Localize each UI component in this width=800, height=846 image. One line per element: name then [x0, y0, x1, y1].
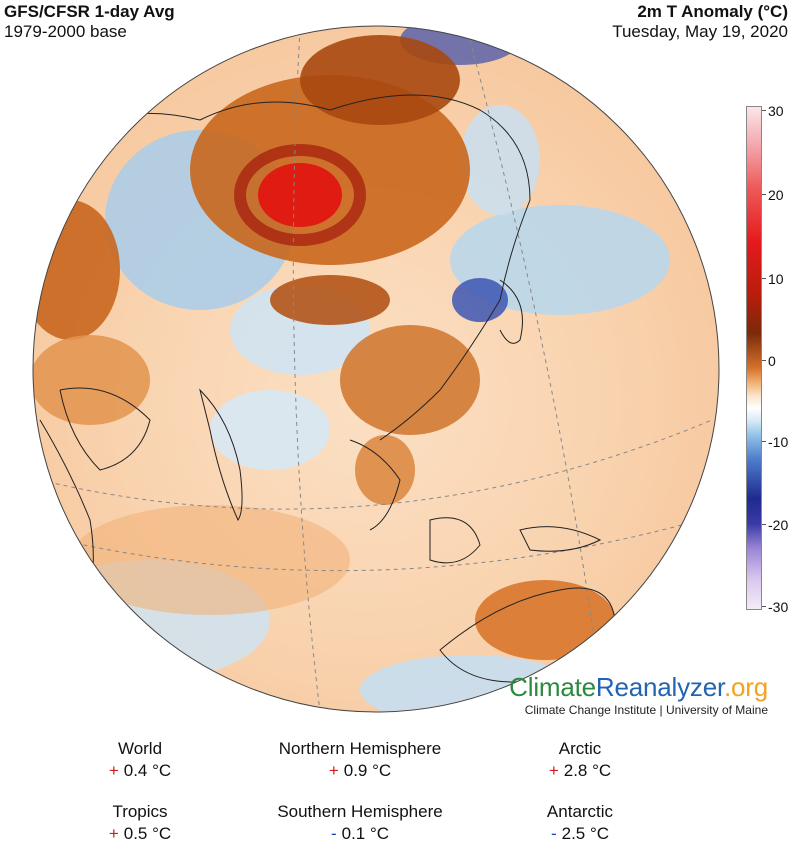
stat-sign: - — [550, 824, 557, 843]
coastline-india — [199, 388, 243, 522]
colorbar-tick-label: 30 — [768, 103, 784, 119]
stat-southern-hemisphere: Southern Hemisphere -0.1 °C — [240, 801, 480, 845]
colorbar-tickmark — [762, 360, 766, 361]
colorbar-tickmark — [762, 441, 766, 442]
anomaly-warm-north-siberia — [300, 35, 460, 125]
stat-northern-hemisphere: Northern Hemisphere +0.9 °C — [240, 738, 480, 782]
stat-sign: + — [328, 761, 339, 780]
colorbar-tickmark — [762, 110, 766, 111]
coastline-indochina — [349, 439, 401, 531]
coastline-new-guinea — [519, 526, 602, 552]
colorbar-tickmark — [762, 606, 766, 607]
product-title: GFS/CFSR 1-day Avg — [4, 2, 175, 21]
colorbar-tick-label: 10 — [768, 271, 784, 287]
stat-sign: + — [548, 761, 559, 780]
variable-title: 2m T Anomaly (°C) — [637, 2, 788, 21]
stat-antarctic: Antarctic -2.5 °C — [460, 801, 700, 845]
stat-value: 0.4 °C — [123, 761, 172, 780]
colorbar — [746, 106, 762, 610]
anomaly-warm-middle-east — [33, 335, 150, 425]
stat-tropics: Tropics +0.5 °C — [20, 801, 260, 845]
anomaly-warm-indian-ocean — [70, 505, 350, 615]
stat-sign: + — [108, 824, 119, 843]
stat-value: 0.9 °C — [343, 761, 392, 780]
anomaly-warm-europe — [33, 200, 120, 340]
colorbar-tick-label: 0 — [768, 353, 776, 369]
colorbar-tick-label: -20 — [768, 517, 789, 533]
stat-arctic: Arctic +2.8 °C — [460, 738, 700, 782]
stat-world: World +0.4 °C — [20, 738, 260, 782]
longitude-line — [469, 39, 601, 681]
anomaly-warm-china — [340, 325, 480, 435]
stat-sign: + — [108, 761, 119, 780]
anomaly-warm-australia — [475, 580, 615, 660]
stat-value: 0.1 °C — [341, 824, 390, 843]
logo-part-org: .org — [723, 672, 768, 702]
anomaly-cool-north-pacific — [450, 205, 670, 315]
longitude-line — [292, 29, 321, 712]
anomaly-hot-core — [258, 163, 342, 227]
anomaly-cool-korea — [452, 278, 508, 322]
colorbar-tick-label: -30 — [768, 599, 789, 615]
stat-sign: - — [330, 824, 337, 843]
colorbar-tickmark — [762, 278, 766, 279]
coastline-japan — [499, 279, 523, 344]
coastline-eurasia — [59, 94, 531, 441]
colorbar-tickmark — [762, 524, 766, 525]
latitude-line — [39, 419, 713, 510]
colorbar-tick-label: 20 — [768, 187, 784, 203]
date-label: Tuesday, May 19, 2020 — [612, 22, 788, 41]
stat-label: Northern Hemisphere — [278, 739, 442, 758]
coastline-arabia — [59, 387, 151, 471]
latitude-line — [59, 519, 701, 572]
stat-label: Antarctic — [546, 802, 614, 821]
stat-label: Arctic — [558, 739, 602, 758]
anomaly-warm-indochina — [355, 435, 415, 505]
logo-part-reanalyzer: Reanalyzer — [595, 672, 724, 702]
anomaly-hot-ring — [234, 144, 366, 246]
colorbar-tick-label: -10 — [768, 434, 789, 450]
coastline-borneo — [429, 517, 481, 564]
stat-label: Tropics — [112, 802, 168, 821]
stat-value: 2.5 °C — [561, 824, 610, 843]
anomaly-warm-kazakhstan — [270, 275, 390, 325]
globe-outline — [32, 25, 720, 713]
climatereanalyzer-logo[interactable]: ClimateReanalyzer.org — [509, 672, 768, 702]
colorbar-tickmark — [762, 194, 766, 195]
logo-part-climate: Climate — [509, 672, 596, 702]
base-period: 1979-2000 base — [4, 22, 127, 41]
institution-credit: Climate Change Institute | University of… — [524, 703, 768, 717]
stat-label: Southern Hemisphere — [277, 802, 443, 821]
anomaly-cool-india — [210, 390, 330, 470]
stat-value: 0.5 °C — [123, 824, 172, 843]
stat-value: 2.8 °C — [563, 761, 612, 780]
stat-label: World — [117, 739, 163, 758]
globe-map — [32, 25, 720, 713]
